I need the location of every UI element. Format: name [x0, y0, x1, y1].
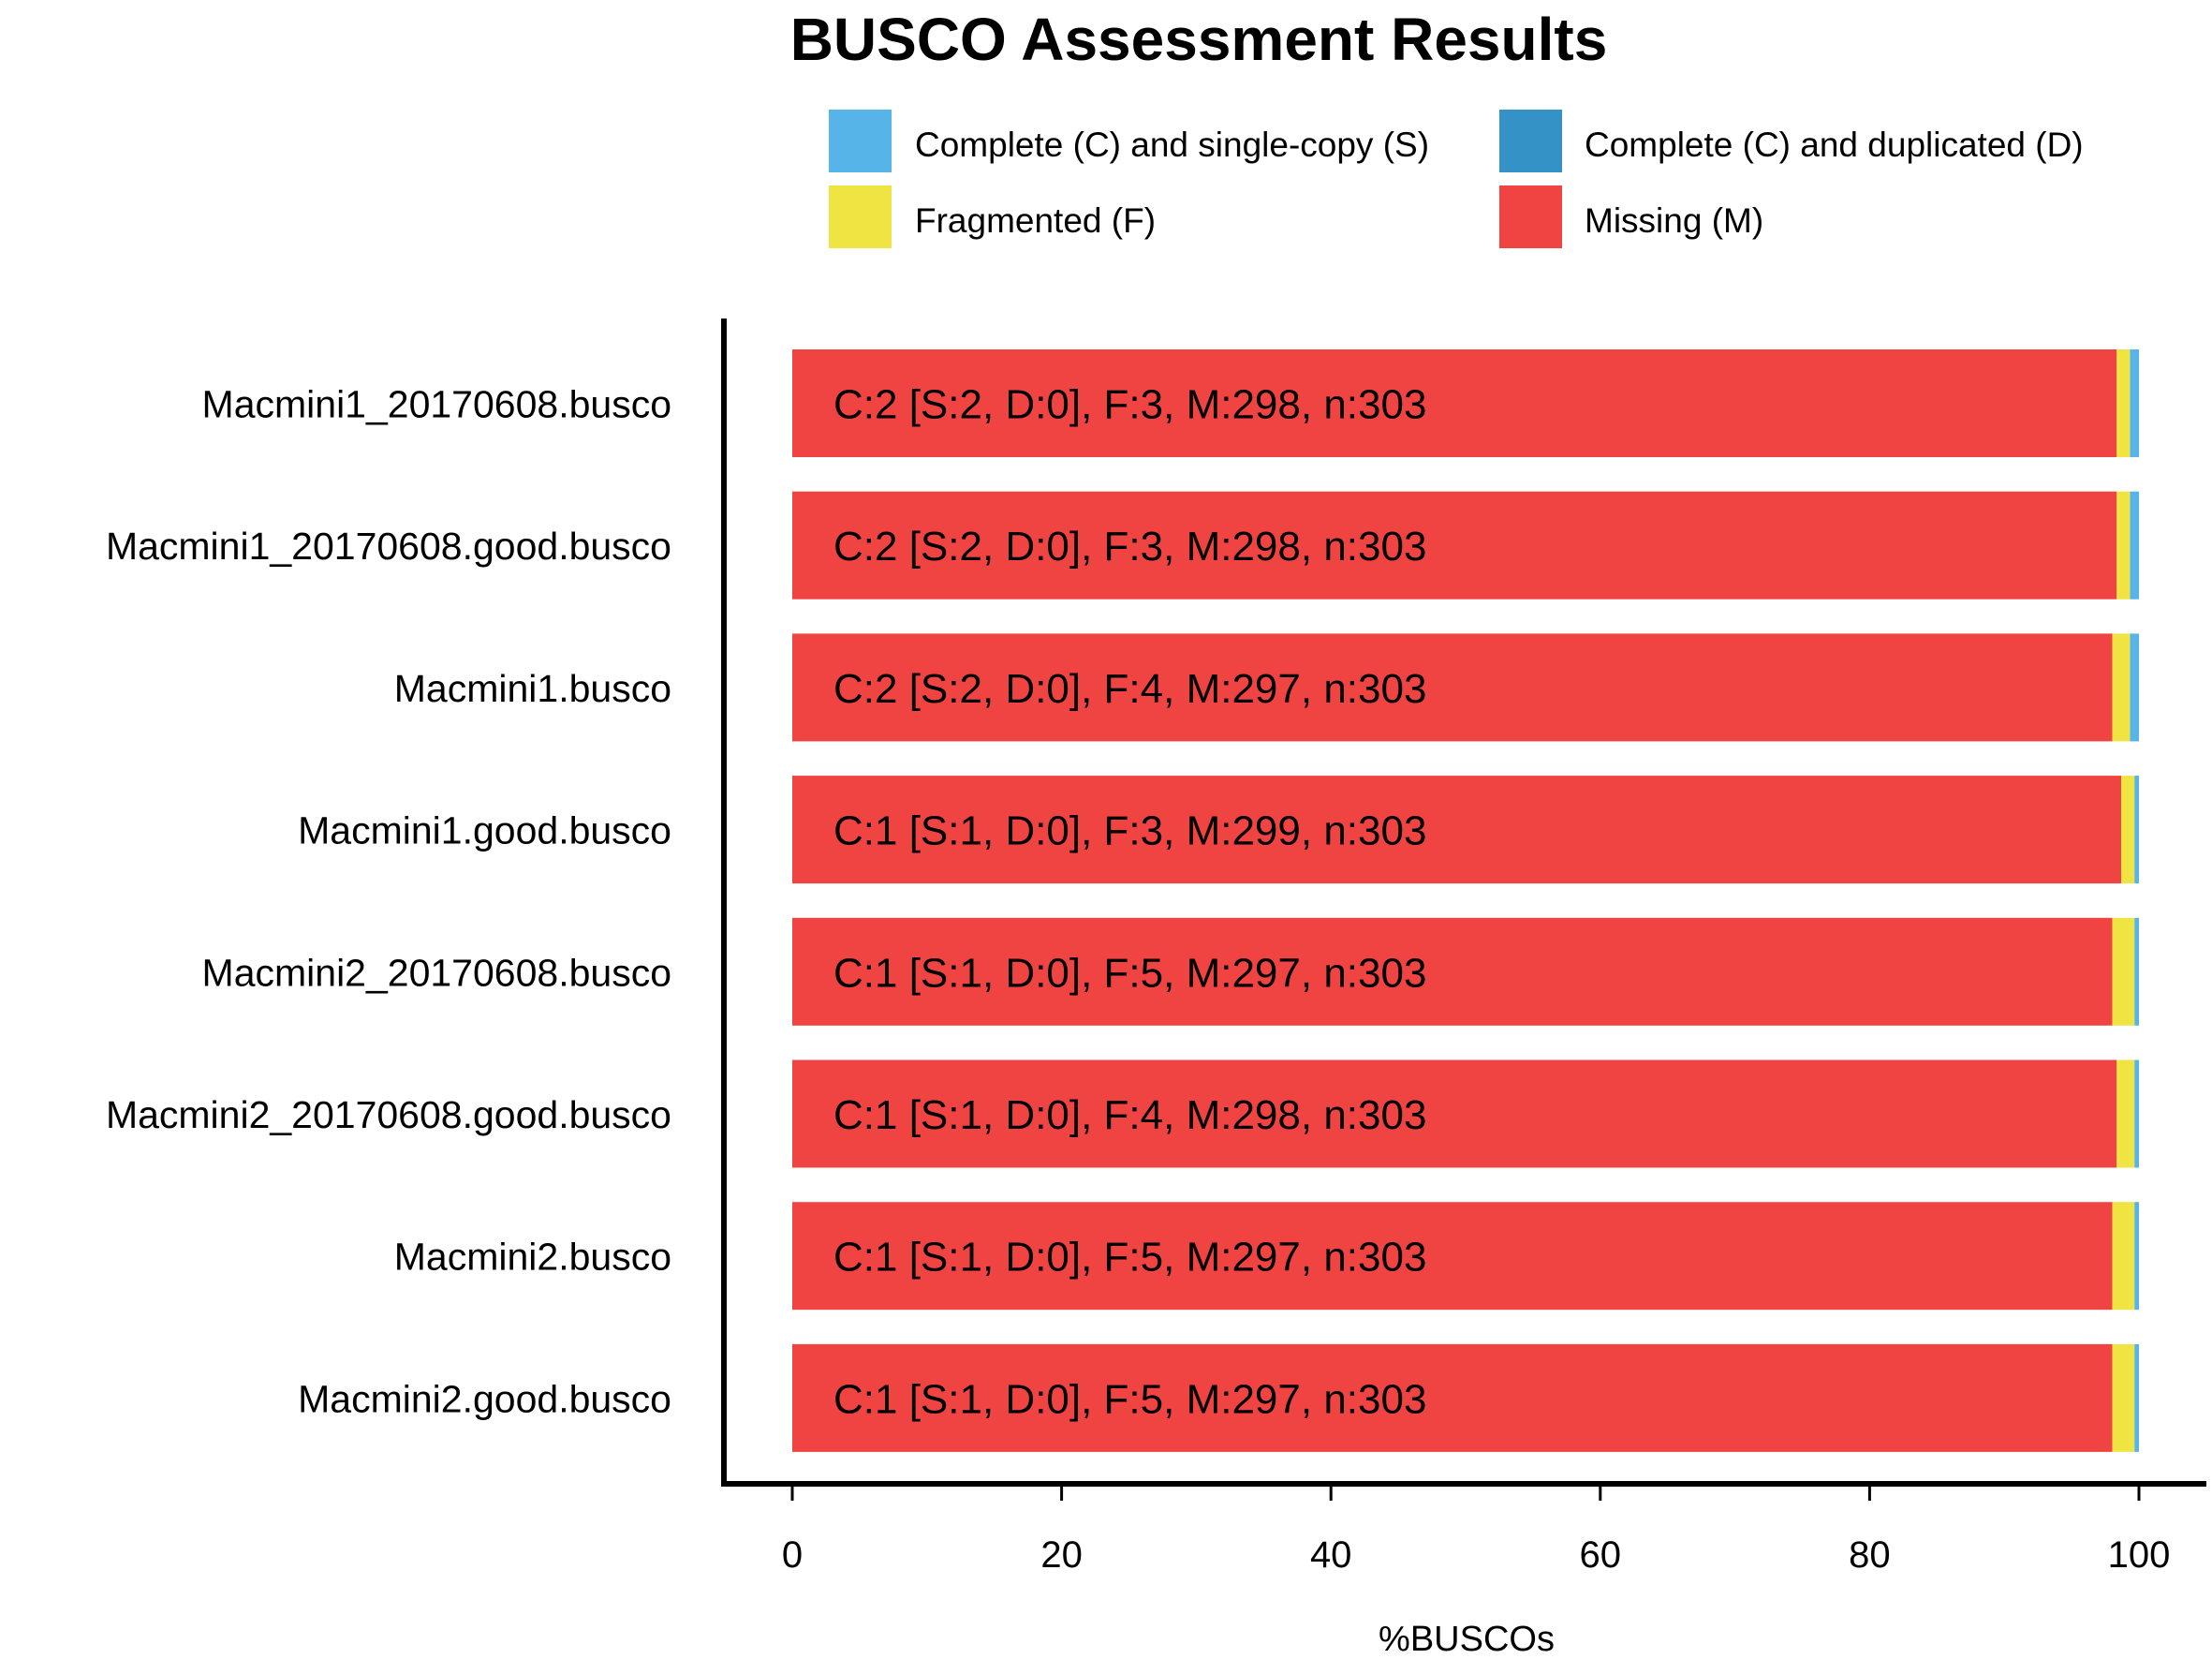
bar-segment: [792, 917, 2113, 1026]
bar-data-label: C:2 [S:2, D:0], F:4, M:297, n:303: [833, 666, 1426, 712]
legend-swatch: [829, 185, 892, 248]
x-tick-label: 80: [1849, 1534, 1891, 1576]
y-tick-label: Macmini2_20170608.busco: [202, 951, 671, 994]
bar-segment: [792, 776, 2122, 884]
bar-segment: [2134, 776, 2139, 884]
legend-swatch: [829, 110, 892, 172]
bar-segment: [2112, 1343, 2135, 1452]
bar-group: C:2 [S:2, D:0], F:3, M:298, n:303 C:2 [S:…: [792, 349, 2139, 1452]
chart-title: BUSCO Assessment Results: [790, 6, 1608, 73]
y-tick-label: Macmini1.busco: [394, 667, 671, 710]
bar-segment: [2112, 633, 2131, 742]
bar-segment: [792, 633, 2113, 742]
legend-swatch: [1499, 110, 1562, 172]
bar-segment: [2130, 349, 2139, 457]
bar-data-label: C:1 [S:1, D:0], F:5, M:297, n:303: [833, 950, 1426, 996]
bar-data-label: C:2 [S:2, D:0], F:3, M:298, n:303: [833, 524, 1426, 570]
bar-segment: [2134, 1343, 2139, 1452]
bar-segment: [2134, 1202, 2139, 1311]
bar-segment: [2121, 776, 2135, 884]
y-tick-label: Macmini1_20170608.good.busco: [106, 525, 671, 568]
bar-data-label: C:1 [S:1, D:0], F:4, M:298, n:303: [833, 1092, 1426, 1138]
bar-segment: [792, 1343, 2113, 1452]
bar-segment: [792, 491, 2117, 600]
legend-swatch: [1499, 185, 1562, 248]
y-tick-label: Macmini2.good.busco: [298, 1377, 671, 1420]
bar-segment: [792, 1059, 2117, 1168]
y-tick-label: Macmini2.busco: [394, 1236, 671, 1279]
bar-data-label: C:2 [S:2, D:0], F:3, M:298, n:303: [833, 382, 1426, 428]
y-tick-label: Macmini1.good.busco: [298, 809, 671, 852]
x-tick-label: 100: [2108, 1534, 2171, 1576]
bar-data-label: C:1 [S:1, D:0], F:3, M:299, n:303: [833, 808, 1426, 854]
legend-label: Missing (M): [1585, 201, 1763, 240]
x-tick-label: 60: [1580, 1534, 1622, 1576]
legend-label: Complete (C) and duplicated (D): [1585, 126, 2084, 164]
bar-data-label: C:1 [S:1, D:0], F:5, M:297, n:303: [833, 1235, 1426, 1281]
x-tick-label: 40: [1310, 1534, 1352, 1576]
bar-segment: [2116, 349, 2131, 457]
bar-segment: [2112, 1202, 2135, 1311]
legend-label: Complete (C) and single-copy (S): [915, 126, 1429, 164]
bar-segment: [2130, 633, 2139, 742]
y-tick-label: Macmini1_20170608.busco: [202, 383, 671, 426]
bar-segment: [2116, 491, 2131, 600]
x-tick-label: 20: [1040, 1534, 1083, 1576]
bar-segment: [2112, 917, 2135, 1026]
bar-segment: [2116, 1059, 2135, 1168]
x-tick-label: 0: [782, 1534, 803, 1576]
bar-segment: [792, 1202, 2113, 1311]
bar-segment: [2134, 1059, 2139, 1168]
legend-label: Fragmented (F): [915, 201, 1156, 240]
axes: 0 20 40 60 80 100: [721, 318, 2206, 1576]
bar-segment: [2134, 917, 2139, 1026]
y-tick-label: Macmini2_20170608.good.busco: [106, 1093, 671, 1136]
bar-segment: [2130, 491, 2139, 600]
bar-segment: [792, 349, 2117, 457]
bar-data-label: C:1 [S:1, D:0], F:5, M:297, n:303: [833, 1376, 1426, 1422]
legend: Complete (C) and single-copy (S) Complete…: [829, 110, 2084, 248]
y-axis-labels: Macmini1_20170608.busco Macmini1_20170608…: [106, 383, 671, 1421]
x-axis-label: %BUSCOs: [1379, 1620, 1555, 1659]
